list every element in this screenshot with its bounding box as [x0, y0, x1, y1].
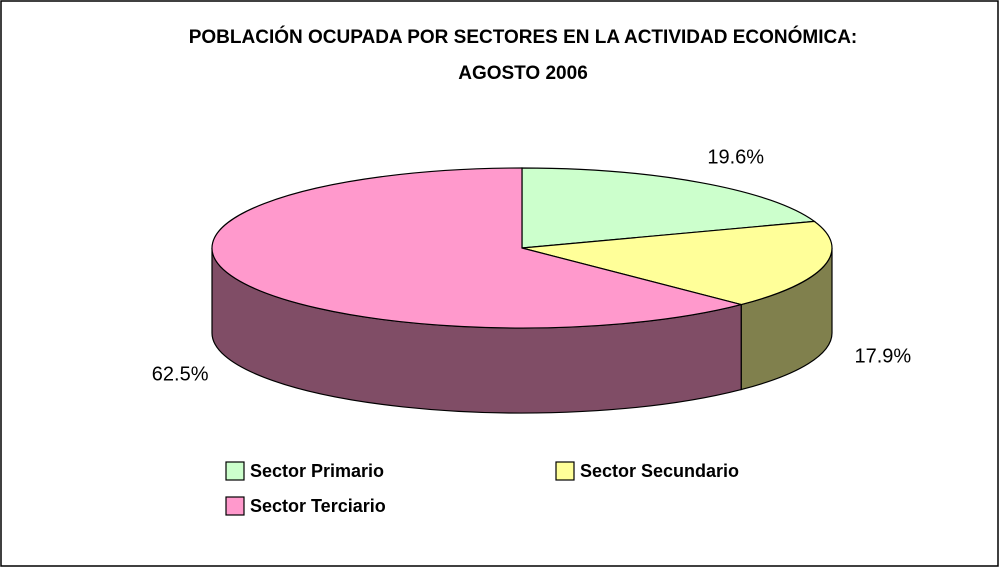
legend-label: Sector Secundario: [580, 461, 739, 481]
legend-swatch: [225, 461, 245, 481]
legend-swatch: [555, 461, 575, 481]
pie-slice: [211, 167, 742, 329]
value-label: 19.6%: [707, 146, 764, 168]
legend-swatch: [225, 496, 245, 516]
value-label: 17.9%: [854, 346, 911, 368]
value-label: 62.5%: [152, 363, 209, 385]
pie-slice: [521, 220, 833, 306]
chart-title: POBLACIÓN OCUPADA POR SECTORES EN LA ACT…: [188, 27, 858, 84]
legend-label: Sector Primario: [250, 461, 384, 481]
legend-label: Sector Terciario: [250, 496, 386, 516]
